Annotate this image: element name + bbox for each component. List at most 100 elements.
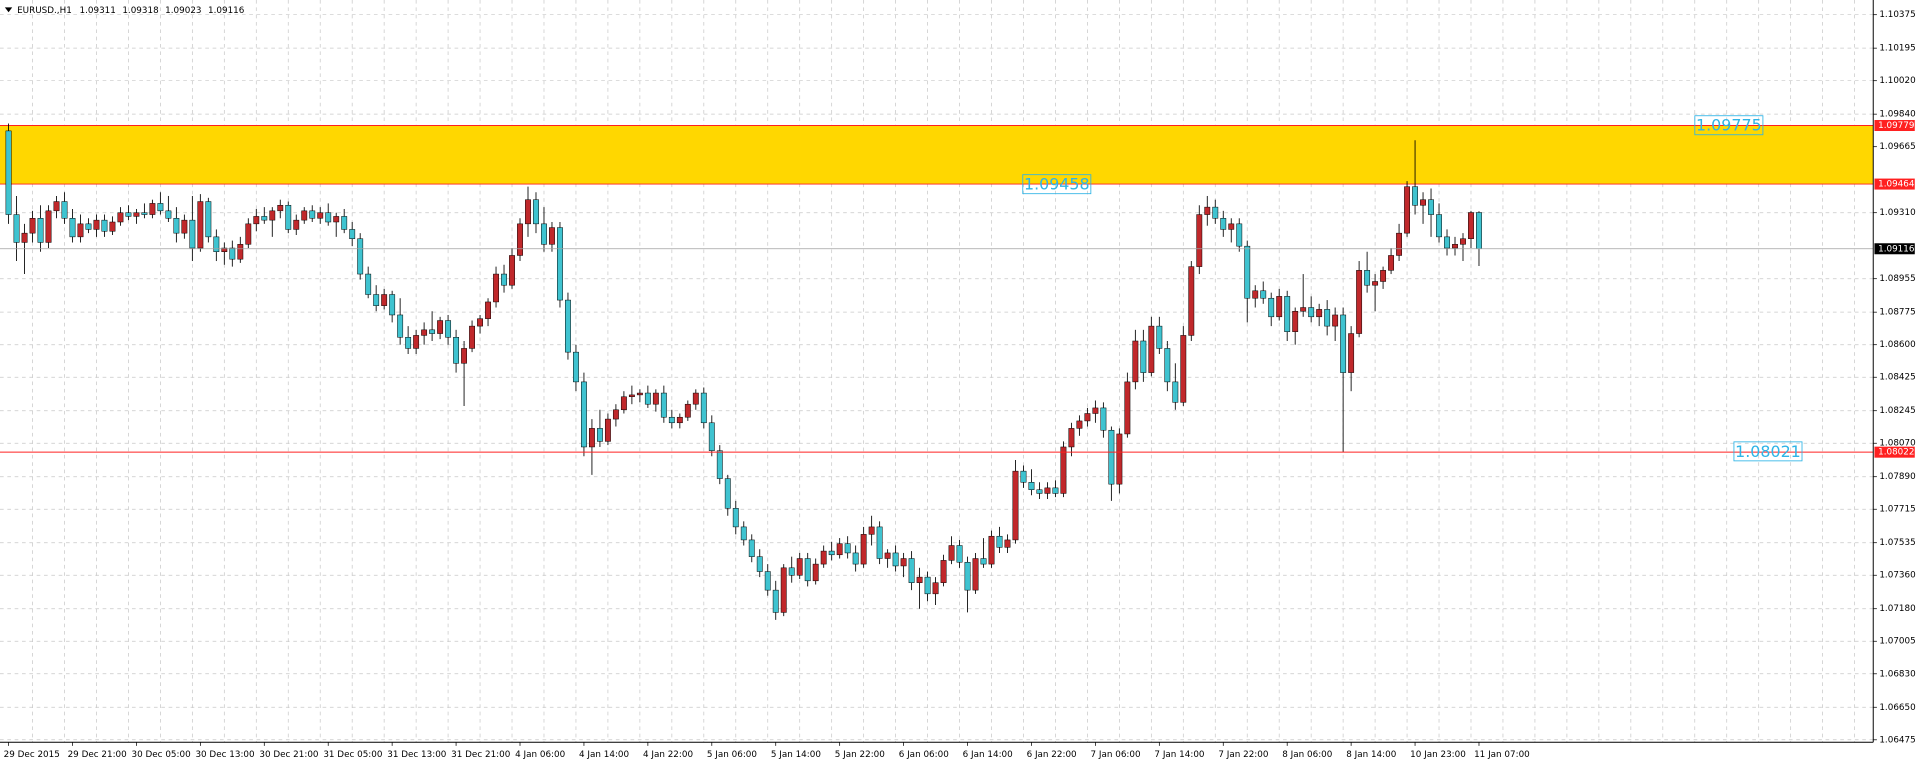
close: 1.09116 (208, 5, 245, 15)
candle-body (756, 556, 763, 572)
x-tick-label: 31 Dec 21:00 (451, 750, 511, 760)
candle-body (93, 219, 100, 230)
candle-body (940, 560, 947, 583)
candle-body (197, 201, 204, 249)
x-tick-label: 4 Jan 22:00 (643, 750, 693, 760)
y-tick-label: 1.07890 (1879, 472, 1916, 482)
candle-body (301, 210, 308, 221)
candle-body (1260, 290, 1267, 299)
candle-body (1436, 214, 1442, 238)
candle-body (1188, 266, 1195, 336)
candle-body (684, 403, 691, 418)
x-tick-label: 7 Jan 06:00 (1091, 750, 1141, 760)
candle-body (1116, 433, 1123, 485)
candle-body (357, 238, 364, 275)
y-tick-label: 1.08600 (1879, 340, 1916, 350)
overlay: 1.09779 1.09464 1.08022 1.09116 1.09775 1.094… (0, 0, 1915, 743)
candle-body (1292, 310, 1299, 332)
candle-body (453, 337, 460, 364)
menu-arrow[interactable] (4, 7, 13, 13)
candle-body (908, 558, 915, 583)
candle-body (836, 543, 843, 556)
y-tick-label: 1.07535 (1879, 538, 1915, 548)
candle-body (229, 247, 236, 260)
candle-body (844, 543, 851, 554)
candle-body (812, 563, 819, 582)
x-tick-label: 6 Jan 14:00 (963, 750, 1013, 760)
candle-body (700, 392, 707, 424)
candle-body (1380, 270, 1387, 282)
price-text: 1.09458 (1024, 175, 1090, 194)
candle-body (261, 216, 268, 221)
candle-body (788, 567, 795, 576)
candle-body (1156, 325, 1163, 349)
candle-body (61, 201, 68, 219)
candle-body (1452, 244, 1458, 249)
candle-body (1020, 470, 1027, 483)
candle-body (69, 218, 76, 238)
candle-body (1300, 307, 1307, 312)
y-tick-label: 1.10020 (1879, 76, 1916, 86)
candle-body (181, 219, 188, 234)
candle-body (85, 223, 92, 230)
candle-body (309, 210, 316, 219)
x-tick-label: 30 Dec 05:00 (132, 750, 192, 760)
candle-body (1068, 428, 1075, 448)
candle-body (221, 247, 228, 252)
candle-body (37, 218, 44, 243)
candle-body (1348, 333, 1355, 373)
x-tick-label: 4 Jan 06:00 (515, 750, 565, 760)
candle-body (245, 223, 252, 245)
candle-body (820, 550, 827, 565)
chart-header: EURUSD.,H1 1.09311 1.09318 1.09023 1.091… (17, 5, 245, 15)
candle-body (317, 212, 324, 219)
x-tick-label: 10 Jan 23:00 (1410, 750, 1466, 760)
candle-body (1428, 199, 1434, 215)
y-tick-label: 1.10375 (1879, 10, 1915, 20)
candle-body (668, 416, 675, 424)
candle-body (477, 318, 483, 327)
candle-body (596, 428, 603, 442)
candle-body (365, 273, 372, 295)
candle-body (469, 325, 475, 349)
x-tick-label: 7 Jan 22:00 (1218, 750, 1268, 760)
candle-body (676, 416, 683, 424)
candle-body (588, 428, 595, 448)
candle-body (1220, 218, 1227, 230)
candle-body (1100, 407, 1107, 431)
candle-body (1316, 309, 1323, 318)
candle-body (1132, 340, 1139, 383)
candle-body (1372, 281, 1379, 286)
candle-body (117, 212, 124, 223)
candle-body (1140, 340, 1147, 373)
candle-body (1164, 348, 1171, 383)
candle-body (924, 576, 931, 595)
candle-body (165, 210, 172, 219)
x-tick-label: 8 Jan 06:00 (1282, 750, 1332, 760)
candle-body (533, 199, 539, 225)
candle-body (708, 422, 715, 451)
y-tick-label: 1.06830 (1879, 669, 1916, 679)
zone-top-label: 1.09779 (1878, 121, 1914, 131)
y-tick-label: 1.06650 (1879, 703, 1916, 713)
x-tick-label: 5 Jan 22:00 (835, 750, 885, 760)
candle-body (501, 273, 507, 286)
candle-body (1412, 186, 1418, 206)
candle-body (1124, 381, 1131, 435)
y-tick-label: 1.07360 (1879, 571, 1916, 581)
y-tick-label: 1.10195 (1879, 44, 1915, 54)
candle-body (1308, 307, 1315, 318)
low: 1.09023 (165, 5, 201, 15)
candle-body (1468, 212, 1474, 239)
y-tick-label: 1.09665 (1879, 142, 1915, 152)
candle-body (916, 576, 923, 583)
candle-body (796, 558, 803, 576)
candle-body (77, 223, 84, 238)
price-text-frame (1733, 441, 1803, 462)
candle-body (852, 552, 859, 565)
candle-body (1396, 232, 1403, 256)
candle-body (445, 320, 452, 338)
candle-body (876, 526, 883, 559)
